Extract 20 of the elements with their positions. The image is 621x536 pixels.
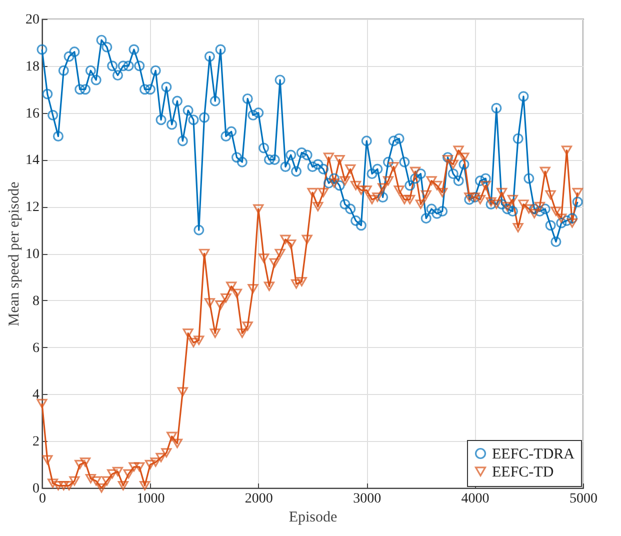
x-tick-label: 4000 bbox=[461, 492, 490, 506]
y-tick-label: 12 bbox=[26, 200, 40, 216]
x-axis-title: Episode bbox=[288, 510, 338, 526]
y-tick-label: 0 bbox=[32, 482, 40, 496]
y-tick-label: 20 bbox=[26, 12, 40, 28]
y-tick-label: 10 bbox=[26, 247, 40, 262]
legend-label: EEFC-TD bbox=[492, 464, 554, 480]
x-tick-label: 2000 bbox=[244, 492, 273, 506]
y-axis-title: Mean speed per episode bbox=[6, 181, 22, 326]
y-tick-label: 2 bbox=[32, 434, 40, 450]
x-tick-label: 5000 bbox=[570, 492, 598, 506]
y-tick-label: 6 bbox=[32, 340, 40, 356]
y-tick-label: 14 bbox=[26, 153, 40, 168]
y-tick-label: 18 bbox=[26, 59, 40, 74]
x-tick-label: 3000 bbox=[353, 492, 382, 506]
x-tick-label: 1000 bbox=[136, 492, 165, 506]
y-tick-label: 8 bbox=[32, 294, 40, 309]
y-tick-label: 4 bbox=[32, 388, 40, 403]
y-tick-label: 16 bbox=[26, 106, 40, 122]
legend-label: EEFC-TDRA bbox=[492, 446, 575, 462]
